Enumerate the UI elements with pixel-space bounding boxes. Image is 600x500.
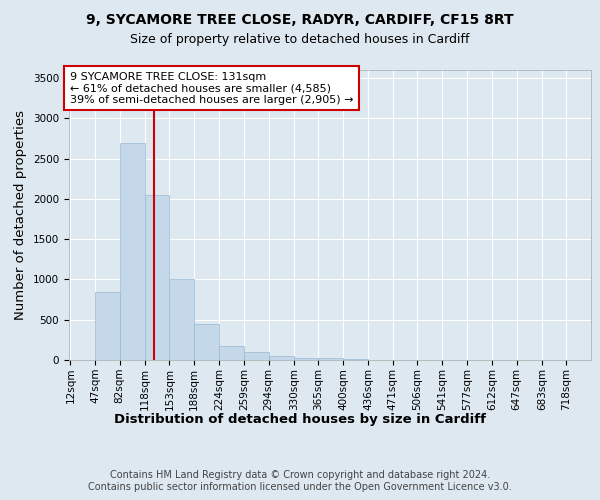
Y-axis label: Number of detached properties: Number of detached properties: [14, 110, 28, 320]
Bar: [95, 292, 119, 360]
Bar: [269, 356, 294, 360]
Text: Size of property relative to detached houses in Cardiff: Size of property relative to detached ho…: [130, 32, 470, 46]
Bar: [319, 358, 343, 360]
Bar: [145, 195, 169, 360]
Text: 9, SYCAMORE TREE CLOSE, RADYR, CARDIFF, CF15 8RT: 9, SYCAMORE TREE CLOSE, RADYR, CARDIFF, …: [86, 12, 514, 26]
Bar: [343, 359, 368, 360]
Bar: [244, 352, 269, 360]
Bar: [169, 280, 194, 360]
Bar: [294, 358, 319, 360]
Text: 9 SYCAMORE TREE CLOSE: 131sqm
← 61% of detached houses are smaller (4,585)
39% o: 9 SYCAMORE TREE CLOSE: 131sqm ← 61% of d…: [70, 72, 353, 105]
Bar: [220, 346, 244, 360]
Bar: [119, 142, 145, 360]
Text: Distribution of detached houses by size in Cardiff: Distribution of detached houses by size …: [114, 412, 486, 426]
Text: Contains HM Land Registry data © Crown copyright and database right 2024.
Contai: Contains HM Land Registry data © Crown c…: [88, 470, 512, 492]
Bar: [194, 324, 220, 360]
